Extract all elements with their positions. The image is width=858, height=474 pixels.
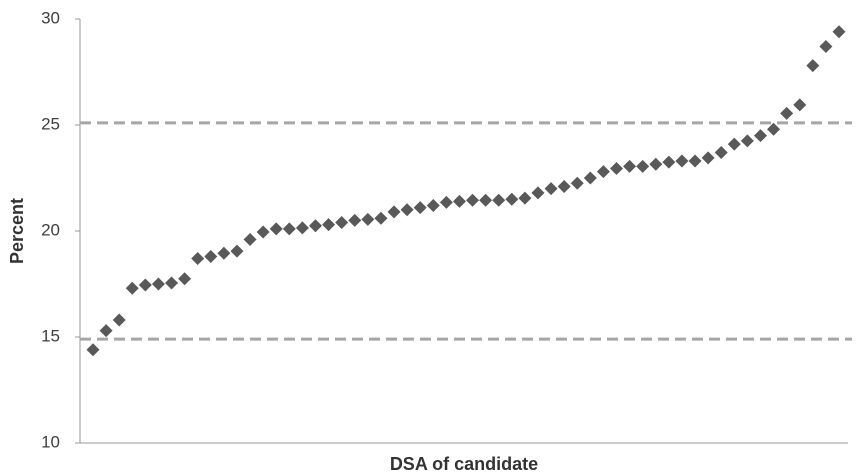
point bbox=[138, 278, 152, 292]
point bbox=[570, 176, 584, 190]
point bbox=[413, 201, 427, 215]
x-axis-title: DSA of candidate bbox=[390, 454, 538, 474]
point bbox=[125, 281, 139, 295]
point bbox=[335, 216, 349, 230]
point bbox=[688, 154, 702, 168]
point bbox=[439, 195, 453, 209]
point bbox=[256, 225, 270, 239]
point bbox=[230, 244, 244, 258]
point bbox=[583, 171, 597, 185]
point bbox=[165, 276, 179, 290]
point bbox=[544, 182, 558, 196]
point bbox=[452, 194, 466, 208]
point bbox=[348, 213, 362, 227]
point bbox=[426, 199, 440, 213]
point bbox=[610, 161, 624, 175]
point bbox=[793, 98, 807, 112]
point bbox=[282, 222, 296, 236]
point bbox=[753, 129, 767, 143]
point bbox=[361, 212, 375, 226]
point bbox=[557, 179, 571, 193]
point bbox=[191, 252, 205, 266]
point bbox=[374, 211, 388, 225]
point bbox=[466, 193, 480, 207]
point bbox=[479, 193, 493, 207]
point bbox=[505, 192, 519, 206]
point bbox=[178, 272, 192, 286]
y-tick-label: 25 bbox=[41, 114, 60, 133]
point bbox=[492, 193, 506, 207]
point bbox=[714, 146, 728, 160]
y-tick-label: 15 bbox=[41, 326, 60, 345]
point bbox=[806, 59, 820, 73]
y-axis-title: Percent bbox=[7, 198, 27, 264]
point bbox=[217, 246, 231, 260]
point bbox=[387, 205, 401, 219]
point bbox=[701, 151, 715, 165]
point bbox=[151, 277, 165, 291]
y-tick-label: 30 bbox=[41, 8, 60, 27]
point bbox=[112, 313, 126, 327]
point bbox=[99, 324, 113, 338]
point bbox=[596, 165, 610, 179]
point bbox=[269, 222, 283, 236]
point bbox=[675, 154, 689, 168]
point bbox=[400, 203, 414, 217]
point bbox=[727, 137, 741, 151]
y-tick-label: 10 bbox=[41, 432, 60, 451]
point bbox=[518, 191, 532, 205]
point bbox=[531, 186, 545, 200]
point bbox=[780, 106, 794, 120]
point bbox=[322, 218, 336, 232]
point bbox=[295, 221, 309, 235]
point bbox=[243, 232, 257, 246]
point bbox=[308, 219, 322, 233]
point bbox=[636, 159, 650, 173]
point bbox=[623, 159, 637, 173]
point bbox=[740, 134, 754, 148]
point bbox=[832, 25, 846, 39]
y-tick-label: 20 bbox=[41, 220, 60, 239]
point bbox=[767, 122, 781, 136]
point bbox=[662, 155, 676, 169]
point bbox=[86, 343, 100, 357]
point bbox=[819, 40, 833, 54]
point bbox=[204, 249, 218, 263]
point bbox=[649, 157, 663, 171]
